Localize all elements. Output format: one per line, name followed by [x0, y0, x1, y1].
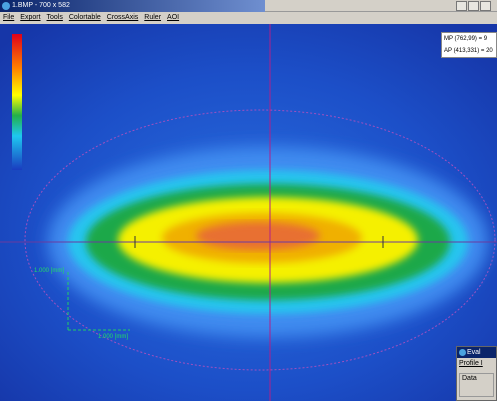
menu-item[interactable]: CrossAxis: [107, 12, 139, 24]
minimize-button[interactable]: [456, 1, 467, 11]
info-line: MP (762,99) = 9: [444, 33, 496, 45]
scale-label-horizontal: 1.000 [mm]: [98, 334, 128, 340]
eval-dialog: Eval Profile I Data: [456, 346, 497, 401]
beam-image: 1.000 [mm] 1.000 [mm]: [0, 24, 497, 401]
scale-label-vertical: 1.000 [mm]: [34, 268, 64, 274]
close-button[interactable]: [480, 1, 491, 11]
dialog-menu[interactable]: Profile I: [457, 358, 496, 370]
window-titlebar: 1.BMP - 700 x 582: [0, 0, 265, 12]
maximize-button[interactable]: [468, 1, 479, 11]
menu-item[interactable]: Tools: [47, 12, 63, 24]
menu-item[interactable]: Ruler: [144, 12, 161, 24]
menu-item[interactable]: Colortable: [69, 12, 101, 24]
dialog-group: Data: [459, 373, 494, 397]
menu-item[interactable]: File: [3, 12, 14, 24]
screen: 1.BMP - 700 x 582 File Export Tools Colorta…: [0, 0, 497, 401]
dialog-title: Eval: [457, 347, 496, 358]
menu-item[interactable]: Export: [20, 12, 40, 24]
info-line: AP (413,331) = 20: [444, 45, 496, 57]
background-window: [265, 0, 497, 12]
menu-bar: File Export Tools Colortable CrossAxis Ruler A…: [0, 12, 497, 24]
window-title: 1.BMP - 700 x 582: [12, 2, 70, 9]
menu-item[interactable]: AOI: [167, 12, 179, 24]
